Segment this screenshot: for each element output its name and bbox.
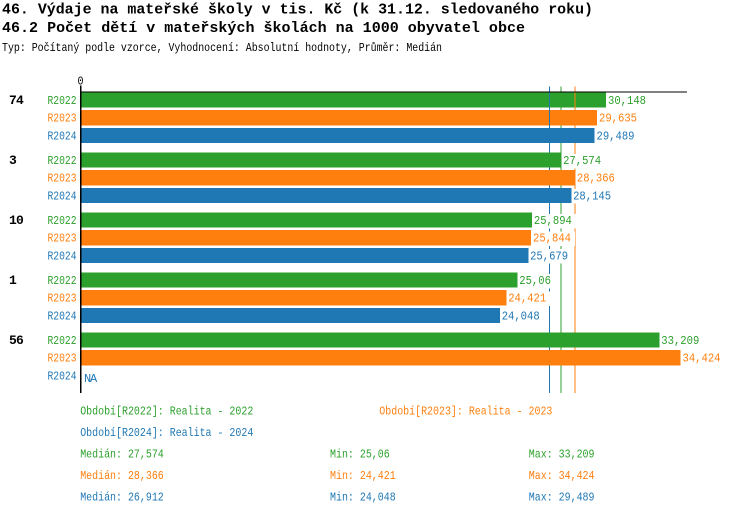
svg-text:Období[R2022]: Realita - 2022: Období[R2022]: Realita - 2022 [80,404,253,418]
svg-text:27,574: 27,574 [563,154,601,168]
svg-text:R2024: R2024 [48,309,77,323]
svg-text:R2023: R2023 [48,172,77,186]
svg-text:25,679: 25,679 [530,249,568,263]
svg-text:24,421: 24,421 [508,292,546,306]
svg-text:Medián: 27,574: Medián: 27,574 [80,447,164,461]
svg-text:Max: 29,489: Max: 29,489 [529,490,595,504]
svg-text:56: 56 [9,333,24,348]
svg-text:74: 74 [9,93,24,108]
svg-text:R2023: R2023 [48,352,77,366]
svg-text:25,844: 25,844 [533,232,571,246]
svg-text:Min: 24,048: Min: 24,048 [330,490,396,504]
svg-text:Medián: 28,366: Medián: 28,366 [80,469,164,483]
svg-text:R2022: R2022 [48,94,77,108]
svg-text:24,048: 24,048 [502,309,540,323]
svg-text:R2023: R2023 [48,292,77,306]
svg-text:33,209: 33,209 [661,334,699,348]
svg-text:R2024: R2024 [48,369,77,383]
svg-text:R2022: R2022 [48,334,77,348]
svg-text:R2022: R2022 [48,214,77,228]
svg-text:34,424: 34,424 [683,352,721,366]
svg-text:29,635: 29,635 [599,112,637,126]
svg-text:NA: NA [84,372,98,386]
svg-text:3: 3 [9,153,17,168]
svg-text:46. Výdaje na mateřské školy v: 46. Výdaje na mateřské školy v tis. Kč (… [2,2,593,19]
svg-text:Typ: Počítaný podle vzorce, Vy: Typ: Počítaný podle vzorce, Vyhodnocení:… [2,41,442,55]
svg-text:28,145: 28,145 [573,189,611,203]
svg-text:30,148: 30,148 [608,94,646,108]
svg-text:Období[R2024]: Realita - 2024: Období[R2024]: Realita - 2024 [80,426,253,440]
svg-text:46.2 Počet dětí v mateřských š: 46.2 Počet dětí v mateřských školách na … [2,20,525,37]
svg-text:Období[R2023]: Realita - 2023: Období[R2023]: Realita - 2023 [379,404,552,418]
svg-text:Min: 25,06: Min: 25,06 [330,447,390,461]
svg-text:R2024: R2024 [48,129,77,143]
svg-text:Max: 33,209: Max: 33,209 [529,447,595,461]
svg-text:R2022: R2022 [48,154,77,168]
svg-text:R2023: R2023 [48,232,77,246]
svg-text:25,06: 25,06 [519,274,551,288]
svg-text:Max: 34,424: Max: 34,424 [529,469,595,483]
svg-text:R2024: R2024 [48,249,77,263]
svg-text:0: 0 [78,75,84,89]
svg-text:Min: 24,421: Min: 24,421 [330,469,396,483]
svg-text:10: 10 [9,213,24,228]
svg-text:R2022: R2022 [48,274,77,288]
svg-text:R2023: R2023 [48,112,77,126]
svg-text:R2024: R2024 [48,189,77,203]
svg-text:1: 1 [9,273,17,288]
svg-text:28,366: 28,366 [577,172,615,186]
svg-text:25,894: 25,894 [534,214,572,228]
svg-text:29,489: 29,489 [597,129,635,143]
svg-text:Medián: 26,912: Medián: 26,912 [80,490,164,504]
